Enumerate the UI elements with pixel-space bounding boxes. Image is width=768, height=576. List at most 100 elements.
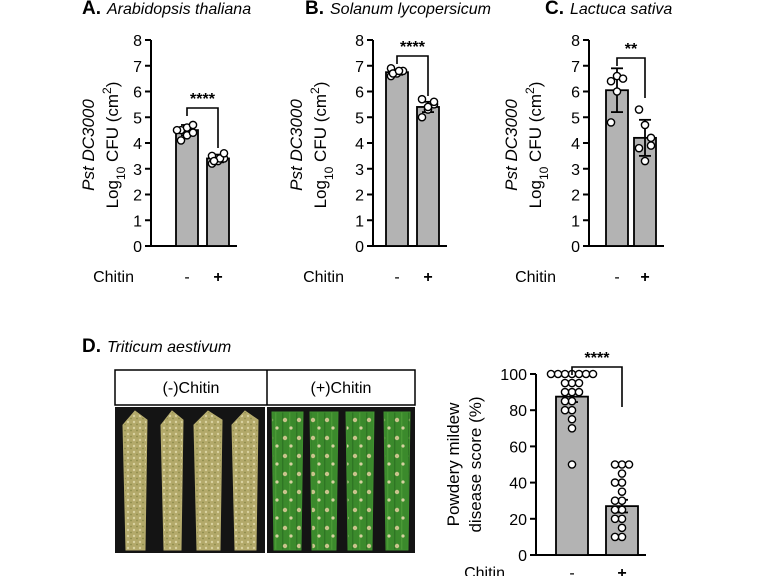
data-point [617,523,627,533]
leaf-header-minus: (-)Chitin [163,380,220,397]
y-axis-label-organism: Pst DC3000 [502,99,521,191]
data-point [618,74,628,83]
leaf-plus [309,411,339,551]
y-tick-label: 3 [133,162,142,179]
data-point [567,378,577,388]
y-tick-label: 7 [355,59,364,76]
panel-letter: D. [82,336,101,357]
data-point [610,532,620,542]
y-tick-label: 0 [518,548,527,565]
panel-d: D. Triticum aestivum 0 20 40 60 80 100 Powdery m… [82,336,646,576]
y-axis-label-part: 10 [322,166,336,180]
x-axis-title: Chitin [93,269,134,286]
y-axis-label-part: ) [311,82,330,88]
data-point [617,532,627,542]
data-point [188,120,198,130]
data-point [617,478,627,487]
bar [416,106,440,247]
x-category-label: - [184,269,189,286]
significance-marker: **** [400,39,426,56]
significance-marker: **** [585,350,611,367]
species-name: Solanum lycopersicum [330,1,491,18]
x-category-label: - [614,269,619,286]
data-point [429,97,439,107]
y-axis-label-part: CFU (cm [103,94,122,167]
data-point [188,128,198,137]
panel-letter: C. [545,0,564,19]
y-tick-label: 4 [133,136,142,153]
data-point [574,378,584,388]
y-tick-label: 100 [500,367,527,384]
data-point [417,112,427,122]
x-axis-title: Chitin [515,269,556,286]
species-name: Lactuca sativa [570,1,672,18]
data-point [219,148,229,158]
y-tick-label: 8 [571,33,580,50]
y-axis-label: disease score (%) [466,396,485,532]
data-point [646,141,656,150]
leaf-minus [193,410,223,551]
y-axis-label-part: 10 [537,166,551,180]
leaf-minus [122,410,148,551]
data-point [560,387,570,397]
data-point [394,66,404,76]
data-point [610,496,620,506]
y-tick-label: 4 [571,136,580,153]
panel-title: C. Lactuca sativa [545,0,672,19]
y-tick-label: 80 [509,403,527,420]
bar [206,157,230,247]
data-point [574,387,584,397]
data-point [640,120,650,130]
panel-title: D. Triticum aestivum [82,336,231,357]
leaf-plus [383,411,411,551]
data-point [553,369,563,379]
y-tick-label: 1 [133,213,142,230]
data-point [423,102,433,112]
species-name: Arabidopsis thaliana [106,1,251,18]
data-point [588,369,598,379]
y-tick-label: 1 [355,213,364,230]
panel-a: A. Arabidopsis thaliana 0 1 2 3 4 5 6 7 8 Pst DC300… [79,0,251,286]
data-point [567,414,577,424]
significance-bracket [616,57,646,98]
species-name: Triticum aestivum [107,339,231,356]
data-point [567,405,577,415]
leaf-header-plus: (+)Chitin [311,380,372,397]
y-tick-label: 1 [571,213,580,230]
y-axis-label-part: 2 [308,87,322,94]
y-axis-label-part: Log [103,180,122,208]
data-point [567,387,577,397]
data-point [567,396,577,406]
y-axis-label-part: 2 [523,87,537,94]
y-tick-label: 7 [133,59,142,76]
data-point [617,487,627,496]
x-category-label: + [640,269,649,286]
y-tick-label: 2 [133,188,142,205]
x-axis-title: Chitin [464,565,505,576]
significance-bracket [571,366,623,407]
panel-letter: A. [82,0,101,19]
x-category-label: - [394,269,399,286]
y-tick-label: 4 [355,136,364,153]
data-point [617,505,627,515]
data-point [610,505,620,515]
y-tick-label: 0 [133,239,142,256]
y-axis-label-organism: Pst DC3000 [79,99,98,191]
data-point [574,369,584,379]
y-tick-label: 6 [133,85,142,102]
y-tick-label: 3 [355,162,364,179]
y-tick-label: 6 [571,85,580,102]
data-point [610,478,620,487]
leaf-header-box [114,369,416,406]
data-point [581,369,591,379]
y-tick-label: 5 [133,110,142,127]
data-point [172,125,182,135]
leaf-plus [271,411,304,551]
data-point [617,514,627,524]
y-axis-label-part: ) [103,82,122,88]
data-point [560,396,570,406]
data-point [417,94,427,104]
data-point [646,133,656,143]
y-axis-label-unit: Log10 CFU (cm2) [523,82,551,209]
